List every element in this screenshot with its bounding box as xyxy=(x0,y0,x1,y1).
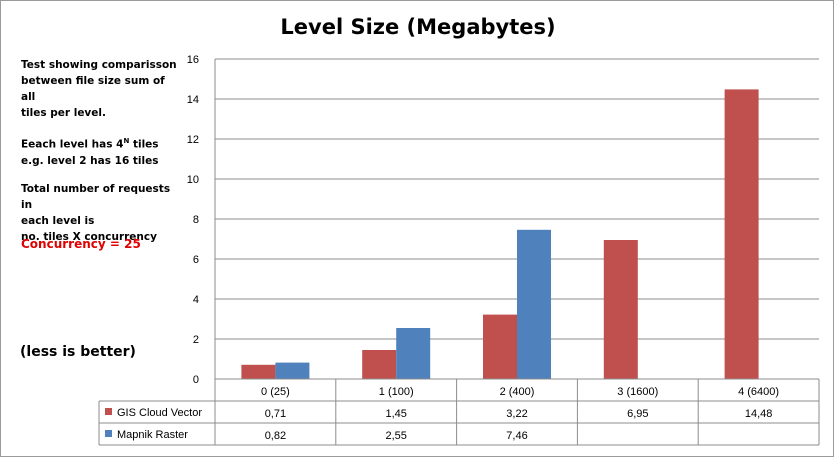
bar-gis-cloud-vector xyxy=(241,364,276,379)
y-tick-label: 4 xyxy=(193,294,199,306)
data-label: 1,45 xyxy=(385,408,406,420)
note-tiles-line1-pre: Eeach level has 4 xyxy=(21,138,124,151)
note-comparison-line2: between file size sum of all xyxy=(21,75,165,103)
note-tiles: Eeach level has 4N tiles e.g. level 2 ha… xyxy=(21,133,181,169)
y-tick-labels: 0 2 4 6 8 10 12 14 16 xyxy=(187,54,199,386)
data-label: 7,46 xyxy=(506,430,527,442)
y-tick-label: 10 xyxy=(187,174,199,186)
legend-label: Mapnik Raster xyxy=(117,429,188,441)
data-label: 6,95 xyxy=(627,408,648,420)
data-label: 2,55 xyxy=(385,430,406,442)
y-tick-label: 2 xyxy=(193,334,199,346)
x-category-label: 3 (1600) xyxy=(617,386,658,398)
chart-title: Level Size (Megabytes) xyxy=(280,15,556,39)
note-tiles-superscript: N xyxy=(123,137,130,145)
legend-label: GIS Cloud Vector xyxy=(117,407,202,419)
data-label: 0,71 xyxy=(265,408,286,420)
less-is-better-label: (less is better) xyxy=(20,344,136,360)
bar-gis-cloud-vector xyxy=(362,350,397,379)
bar-gis-cloud-vector xyxy=(483,314,517,379)
bar-gis-cloud-vector xyxy=(724,89,759,380)
note-tiles-line1-post: tiles xyxy=(129,138,159,151)
legend-swatch xyxy=(105,408,112,415)
note-comparison-line3: tiles per level. xyxy=(21,107,106,119)
note-requests-line3: no. tiles X concurrency xyxy=(21,230,157,243)
x-category-label: 1 (100) xyxy=(379,386,414,398)
x-category-label: 4 (6400) xyxy=(738,386,779,398)
bar-mapnik-raster xyxy=(517,229,551,379)
bars xyxy=(241,89,759,380)
data-label: 3,22 xyxy=(506,408,527,420)
data-label: 0,82 xyxy=(265,430,286,442)
notes-panel: Test showing comparisson between file si… xyxy=(21,57,181,257)
note-tiles-line2: e.g. level 2 has 16 tiles xyxy=(21,154,159,167)
data-table: 0 (25) 1 (100) 2 (400) 3 (1600) 4 (6400) GIS … xyxy=(98,378,820,446)
note-requests-line1: Total number of requests in xyxy=(21,182,171,211)
note-comparison-line1: Test showing comparisson xyxy=(21,59,177,71)
bar-mapnik-raster xyxy=(396,328,431,379)
note-comparison: Test showing comparisson between file si… xyxy=(21,57,181,121)
y-tick-label: 16 xyxy=(187,54,199,66)
x-category-label: 2 (400) xyxy=(500,386,535,398)
y-tick-label: 8 xyxy=(193,214,199,226)
y-tick-label: 6 xyxy=(193,254,199,266)
bar-mapnik-raster xyxy=(275,362,310,379)
x-category-label: 0 (25) xyxy=(261,386,290,398)
y-tick-label: 0 xyxy=(193,374,199,386)
note-requests: Total number of requests in each level i… xyxy=(21,181,181,245)
legend-swatch xyxy=(105,430,112,437)
data-label: 14,48 xyxy=(745,408,773,420)
y-tick-label: 12 xyxy=(187,134,199,146)
bar-gis-cloud-vector xyxy=(603,240,638,379)
y-tick-label: 14 xyxy=(187,94,199,106)
concurrency-label: Concurrency = 25 xyxy=(21,237,141,251)
note-requests-line2: each level is xyxy=(21,214,95,227)
